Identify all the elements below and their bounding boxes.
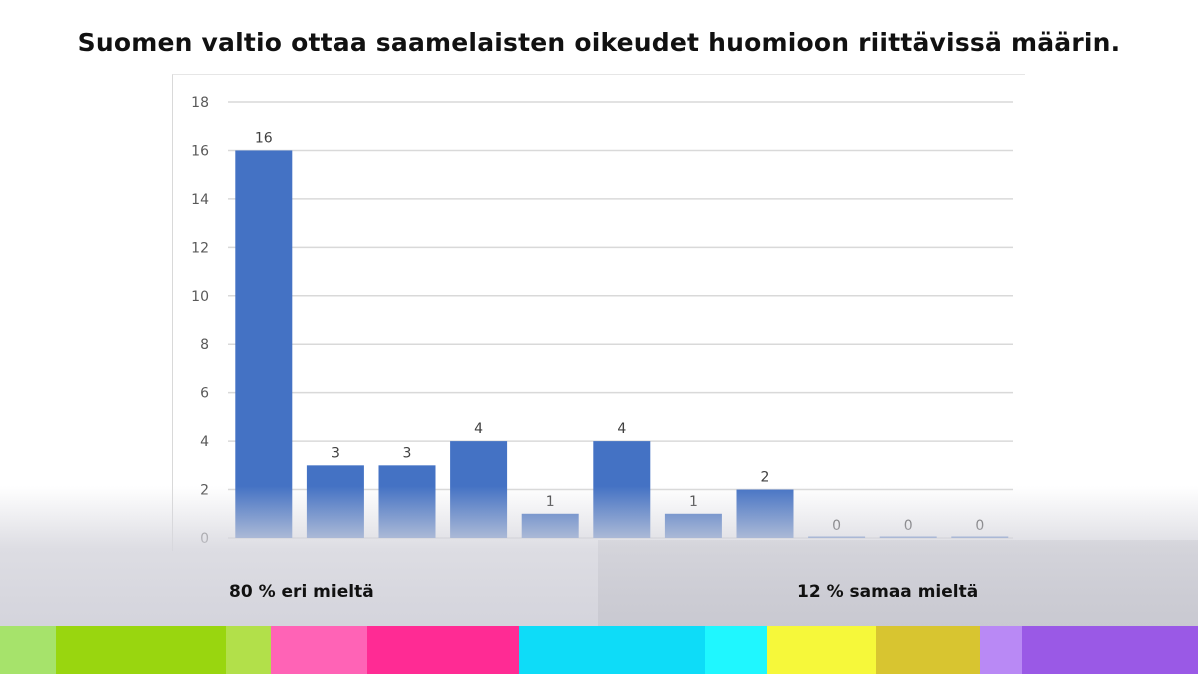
y-tick-label: 4 <box>200 434 209 450</box>
disagree-summary: 80 % eri mieltä <box>229 582 374 602</box>
stripe-segment-6 <box>519 626 705 674</box>
bar-data-label: 4 <box>617 421 626 437</box>
bar-11 <box>951 536 1009 538</box>
bar-2 <box>306 465 364 538</box>
bar-data-label: 1 <box>689 494 698 510</box>
brand-color-stripe <box>0 626 1198 674</box>
bar-data-label: 3 <box>331 445 340 461</box>
bar-data-label: 16 <box>255 130 273 146</box>
stripe-segment-4 <box>271 626 367 674</box>
bar-data-label: 0 <box>904 518 913 534</box>
y-tick-label: 10 <box>191 289 209 305</box>
chart-area: 0 2 4 6 8 10 12 14 16 18 16 3 3 4 1 4 1 2 0 0 0 <box>172 74 1025 551</box>
y-tick-label: 2 <box>200 483 209 499</box>
bar-8 <box>736 489 794 538</box>
stripe-segment-11 <box>1022 626 1198 674</box>
bar-6 <box>593 441 651 538</box>
bar-data-label: 0 <box>832 518 841 534</box>
stripe-segment-9 <box>876 626 980 674</box>
stripe-segment-3 <box>226 626 271 674</box>
stripe-segment-7 <box>705 626 767 674</box>
bar-data-label: 3 <box>403 445 412 461</box>
y-tick-label: 16 <box>191 143 209 159</box>
y-tick-label: 18 <box>191 95 209 111</box>
bar-4 <box>450 441 508 538</box>
bar-9 <box>808 536 866 538</box>
y-tick-label: 14 <box>191 192 209 208</box>
y-tick-label: 12 <box>191 240 209 256</box>
stripe-segment-10 <box>980 626 1022 674</box>
agree-summary: 12 % samaa mieltä <box>797 582 979 602</box>
bar-5 <box>521 513 579 538</box>
bar-3 <box>378 465 436 538</box>
stripe-segment-8 <box>767 626 876 674</box>
bar-data-label: 1 <box>546 494 555 510</box>
bar-data-label: 0 <box>975 518 984 534</box>
y-tick-label: 6 <box>200 386 209 402</box>
chart-title: Suomen valtio ottaa saamelaisten oikeude… <box>77 28 1121 57</box>
bar-10 <box>879 536 937 538</box>
bar-7 <box>664 513 722 538</box>
stripe-segment-1 <box>0 626 56 674</box>
bar-data-label: 4 <box>474 421 483 437</box>
bar-data-label: 2 <box>761 470 770 486</box>
bar-1 <box>235 150 293 538</box>
y-tick-label: 8 <box>200 337 209 353</box>
y-tick-label: 0 <box>200 531 209 547</box>
stripe-segment-2 <box>56 626 226 674</box>
stripe-segment-5 <box>367 626 519 674</box>
